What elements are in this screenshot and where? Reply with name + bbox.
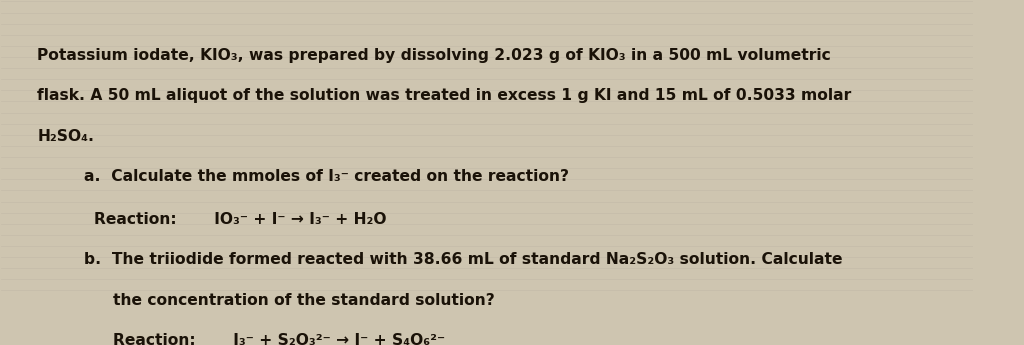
Text: b.  The triiodide formed reacted with 38.66 mL of standard Na₂S₂O₃ solution. Cal: b. The triiodide formed reacted with 38.… [84,252,843,267]
Text: a.  Calculate the mmoles of I₃⁻ created on the reaction?: a. Calculate the mmoles of I₃⁻ created o… [84,169,569,185]
Text: H₂SO₄.: H₂SO₄. [37,129,94,144]
Text: Reaction:       I₃⁻ + S₂O₃²⁻ → I⁻ + S₄O₆²⁻: Reaction: I₃⁻ + S₂O₃²⁻ → I⁻ + S₄O₆²⁻ [113,333,445,345]
Text: Reaction:       IO₃⁻ + I⁻ → I₃⁻ + H₂O: Reaction: IO₃⁻ + I⁻ → I₃⁻ + H₂O [93,211,386,227]
Text: Potassium iodate, KIO₃, was prepared by dissolving 2.023 g of KIO₃ in a 500 mL v: Potassium iodate, KIO₃, was prepared by … [37,48,831,63]
Text: the concentration of the standard solution?: the concentration of the standard soluti… [113,293,495,308]
Text: flask. A 50 mL aliquot of the solution was treated in excess 1 g KI and 15 mL of: flask. A 50 mL aliquot of the solution w… [37,88,852,104]
